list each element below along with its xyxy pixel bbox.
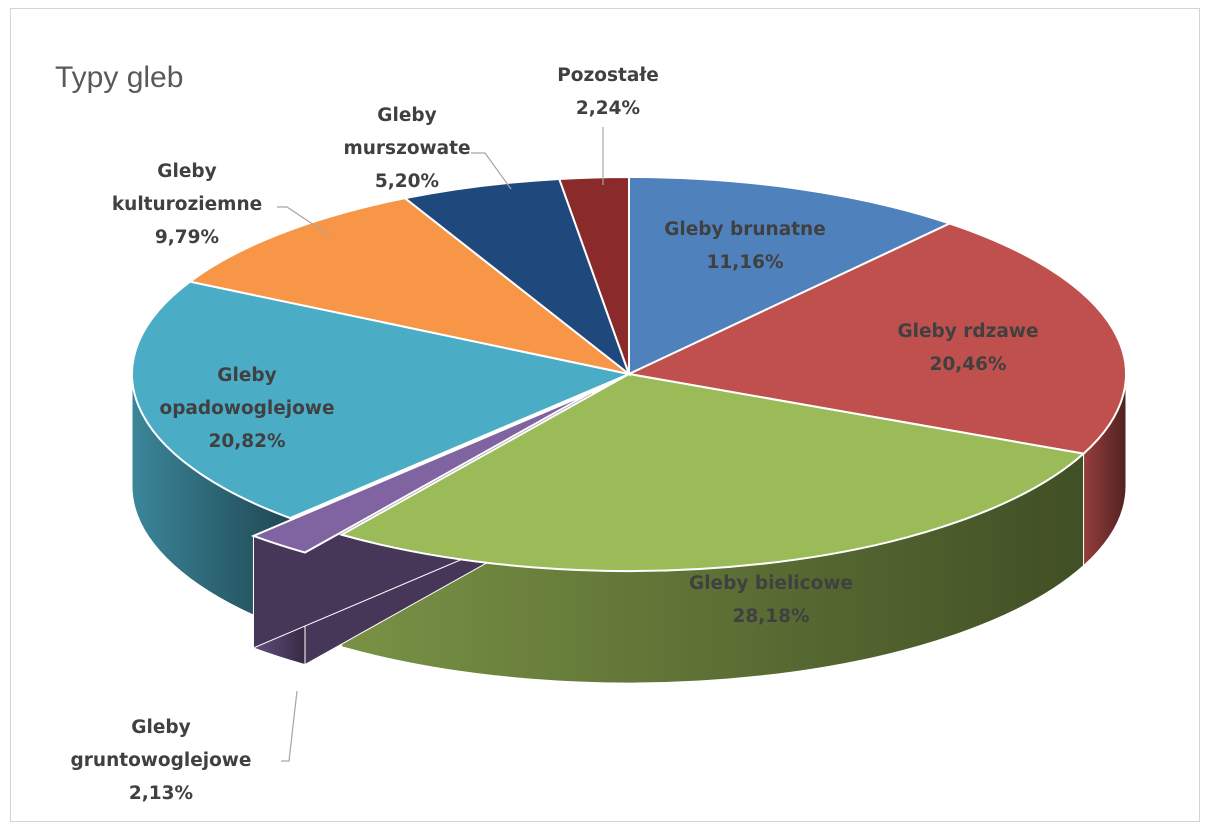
slice-value-label: 20,82% xyxy=(208,431,285,452)
slice-value-label: 11,16% xyxy=(706,252,783,273)
slice-value-label: 2,13% xyxy=(129,783,193,804)
slice-name-label: Gleby xyxy=(217,365,276,386)
slice-name-label: opadowoglejowe xyxy=(159,398,334,419)
slice-name-label: kulturoziemne xyxy=(112,194,262,215)
label-leader-line xyxy=(471,152,512,190)
pie-slice xyxy=(625,222,1127,455)
pie-slices xyxy=(131,175,1127,572)
pie-slice xyxy=(628,175,953,376)
data-labels: Gleby brunatne 11,16% Gleby rdzawe 20,46% Gl… xyxy=(71,65,1039,804)
pie-slice xyxy=(131,280,633,520)
slice-name-label: gruntowoglejowe xyxy=(71,750,252,771)
slice-name-label: murszowate xyxy=(343,138,470,159)
label-leader-line xyxy=(277,206,330,236)
slice-value-label: 5,20% xyxy=(375,171,439,192)
slice-value-label: 2,24% xyxy=(576,98,640,119)
label-leader-line xyxy=(281,690,298,762)
chart-frame: Typy gleb Gleby brunatne 11,16% Gleby rdza… xyxy=(10,8,1200,822)
label-leaders xyxy=(277,127,604,762)
slice-name-label: Gleby xyxy=(377,105,436,126)
pie-slice xyxy=(250,390,593,554)
slice-name-label: Gleby rdzawe xyxy=(897,321,1038,342)
slice-name-label: Gleby xyxy=(131,717,190,738)
pie-slice xyxy=(339,372,1086,572)
slice-name-label: Pozostałe xyxy=(557,65,659,86)
pie-slice xyxy=(557,175,630,375)
pie-slice xyxy=(187,197,630,375)
slice-name-label: Gleby bielicowe xyxy=(689,573,853,594)
pie-chart: Typy gleb Gleby brunatne 11,16% Gleby rdza… xyxy=(55,61,1127,804)
chart-title: Typy gleb xyxy=(55,61,183,94)
slice-value-label: 20,46% xyxy=(929,354,1006,375)
pie-slice xyxy=(402,177,632,377)
slice-value-label: 9,79% xyxy=(155,227,219,248)
slice-value-label: 28,18% xyxy=(732,606,809,627)
slice-name-label: Gleby xyxy=(157,161,216,182)
slice-name-label: Gleby brunatne xyxy=(664,219,826,240)
